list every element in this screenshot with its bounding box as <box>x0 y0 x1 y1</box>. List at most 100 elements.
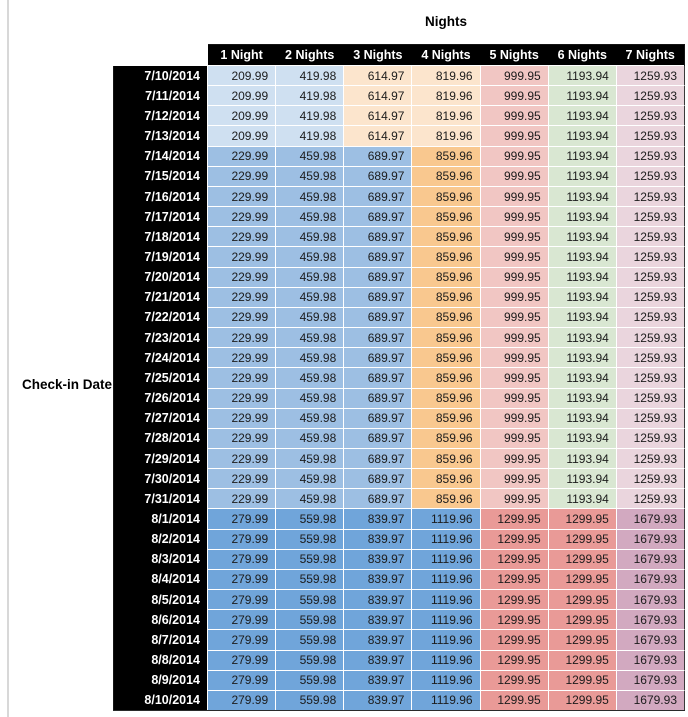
price-cell[interactable]: 1299.95 <box>479 669 549 691</box>
price-cell[interactable]: 839.97 <box>343 689 413 712</box>
price-cell[interactable]: 459.98 <box>275 447 345 470</box>
date-cell[interactable]: 7/15/2014 <box>113 166 208 187</box>
date-cell[interactable]: 7/25/2014 <box>113 367 208 388</box>
date-cell[interactable]: 7/26/2014 <box>113 388 208 409</box>
price-cell[interactable]: 859.96 <box>411 447 481 470</box>
price-cell[interactable]: 1193.94 <box>547 347 617 369</box>
price-cell[interactable]: 1119.96 <box>411 689 481 712</box>
price-cell[interactable]: 859.96 <box>411 367 481 389</box>
column-header[interactable]: 5 Nights <box>480 44 549 66</box>
price-cell[interactable]: 209.99 <box>206 105 277 127</box>
price-cell[interactable]: 279.99 <box>206 528 277 550</box>
date-cell[interactable]: 8/6/2014 <box>113 609 208 630</box>
price-cell[interactable]: 689.97 <box>343 306 413 329</box>
price-cell[interactable]: 859.96 <box>411 427 481 449</box>
price-cell[interactable]: 1259.93 <box>615 185 686 208</box>
price-cell[interactable]: 999.95 <box>479 85 549 107</box>
price-cell[interactable]: 614.97 <box>343 64 413 87</box>
date-cell[interactable]: 7/13/2014 <box>113 125 208 147</box>
price-cell[interactable]: 999.95 <box>479 246 549 268</box>
price-cell[interactable]: 689.97 <box>343 226 413 248</box>
date-cell[interactable]: 8/9/2014 <box>113 670 208 691</box>
price-cell[interactable]: 1193.94 <box>547 64 617 87</box>
price-cell[interactable]: 1119.96 <box>411 528 481 550</box>
price-cell[interactable]: 999.95 <box>479 427 549 449</box>
price-cell[interactable]: 839.97 <box>343 649 413 671</box>
price-cell[interactable]: 819.96 <box>411 105 481 127</box>
price-cell[interactable]: 999.95 <box>479 145 549 167</box>
price-cell[interactable]: 1299.95 <box>547 548 617 570</box>
price-cell[interactable]: 614.97 <box>343 85 413 107</box>
price-cell[interactable]: 859.96 <box>411 145 481 167</box>
price-cell[interactable]: 1119.96 <box>411 669 481 691</box>
price-cell[interactable]: 229.99 <box>206 145 277 167</box>
price-cell[interactable]: 1299.95 <box>479 528 549 550</box>
column-header[interactable]: 1 Night <box>207 44 276 66</box>
price-cell[interactable]: 279.99 <box>206 669 277 691</box>
price-cell[interactable]: 459.98 <box>275 185 345 208</box>
price-cell[interactable]: 1259.93 <box>615 347 686 369</box>
column-header[interactable]: 7 Nights <box>616 44 686 66</box>
price-cell[interactable]: 1193.94 <box>547 105 617 127</box>
price-cell[interactable]: 819.96 <box>411 64 481 87</box>
price-cell[interactable]: 839.97 <box>343 629 413 651</box>
price-cell[interactable]: 419.98 <box>275 85 345 107</box>
price-cell[interactable]: 839.97 <box>343 609 413 631</box>
price-cell[interactable]: 999.95 <box>479 266 549 288</box>
price-cell[interactable]: 1193.94 <box>547 488 617 510</box>
price-cell[interactable]: 1259.93 <box>615 145 686 167</box>
price-cell[interactable]: 1193.94 <box>547 125 617 147</box>
price-cell[interactable]: 839.97 <box>343 568 413 591</box>
price-cell[interactable]: 1259.93 <box>615 447 686 470</box>
price-cell[interactable]: 229.99 <box>206 306 277 329</box>
price-cell[interactable]: 1299.95 <box>479 609 549 631</box>
date-cell[interactable]: 7/24/2014 <box>113 347 208 368</box>
price-cell[interactable]: 689.97 <box>343 447 413 470</box>
price-cell[interactable]: 1679.93 <box>615 669 686 691</box>
date-cell[interactable]: 8/1/2014 <box>113 508 208 530</box>
price-cell[interactable]: 1679.93 <box>615 609 686 631</box>
date-cell[interactable]: 7/30/2014 <box>113 468 208 489</box>
price-cell[interactable]: 559.98 <box>275 689 345 712</box>
price-cell[interactable]: 689.97 <box>343 185 413 208</box>
price-cell[interactable]: 1299.95 <box>547 669 617 691</box>
price-cell[interactable]: 209.99 <box>206 85 277 107</box>
price-cell[interactable]: 459.98 <box>275 387 345 409</box>
price-cell[interactable]: 279.99 <box>206 568 277 591</box>
price-cell[interactable]: 999.95 <box>479 387 549 409</box>
price-cell[interactable]: 689.97 <box>343 165 413 187</box>
price-cell[interactable]: 459.98 <box>275 407 345 429</box>
date-cell[interactable]: 8/8/2014 <box>113 650 208 671</box>
price-cell[interactable]: 559.98 <box>275 508 345 530</box>
date-cell[interactable]: 8/2/2014 <box>113 529 208 550</box>
price-cell[interactable]: 1193.94 <box>547 468 617 490</box>
date-cell[interactable]: 8/10/2014 <box>113 690 208 712</box>
price-cell[interactable]: 1259.93 <box>615 206 686 228</box>
price-cell[interactable]: 559.98 <box>275 609 345 631</box>
price-cell[interactable]: 229.99 <box>206 165 277 187</box>
date-cell[interactable]: 7/11/2014 <box>113 85 208 106</box>
price-cell[interactable]: 1119.96 <box>411 649 481 671</box>
price-cell[interactable]: 1299.95 <box>547 649 617 671</box>
price-cell[interactable]: 279.99 <box>206 548 277 570</box>
price-cell[interactable]: 999.95 <box>479 327 549 349</box>
price-cell[interactable]: 229.99 <box>206 185 277 208</box>
price-cell[interactable]: 1259.93 <box>615 387 686 409</box>
price-cell[interactable]: 279.99 <box>206 508 277 530</box>
price-cell[interactable]: 859.96 <box>411 286 481 308</box>
price-cell[interactable]: 859.96 <box>411 226 481 248</box>
price-cell[interactable]: 859.96 <box>411 165 481 187</box>
price-cell[interactable]: 999.95 <box>479 125 549 147</box>
date-cell[interactable]: 8/7/2014 <box>113 629 208 651</box>
date-cell[interactable]: 7/28/2014 <box>113 428 208 449</box>
price-cell[interactable]: 1259.93 <box>615 286 686 308</box>
price-cell[interactable]: 1119.96 <box>411 629 481 651</box>
price-cell[interactable]: 229.99 <box>206 347 277 369</box>
price-cell[interactable]: 1193.94 <box>547 367 617 389</box>
price-cell[interactable]: 459.98 <box>275 327 345 349</box>
price-cell[interactable]: 1679.93 <box>615 689 686 712</box>
date-cell[interactable]: 8/5/2014 <box>113 589 208 610</box>
price-cell[interactable]: 689.97 <box>343 468 413 490</box>
price-cell[interactable]: 1299.95 <box>547 568 617 591</box>
price-cell[interactable]: 689.97 <box>343 347 413 369</box>
